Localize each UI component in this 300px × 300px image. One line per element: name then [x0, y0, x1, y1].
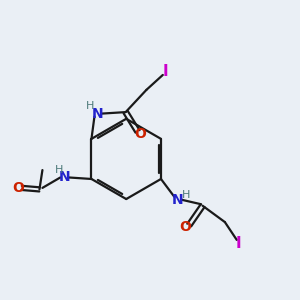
Text: H: H	[55, 165, 63, 175]
Text: H: H	[86, 101, 94, 111]
Text: I: I	[163, 64, 169, 80]
Text: N: N	[59, 170, 70, 184]
Text: O: O	[180, 220, 192, 234]
Text: O: O	[12, 181, 24, 195]
Text: N: N	[172, 193, 183, 207]
Text: I: I	[236, 236, 241, 251]
Text: O: O	[135, 127, 146, 141]
Text: N: N	[92, 106, 103, 121]
Text: H: H	[182, 190, 190, 200]
